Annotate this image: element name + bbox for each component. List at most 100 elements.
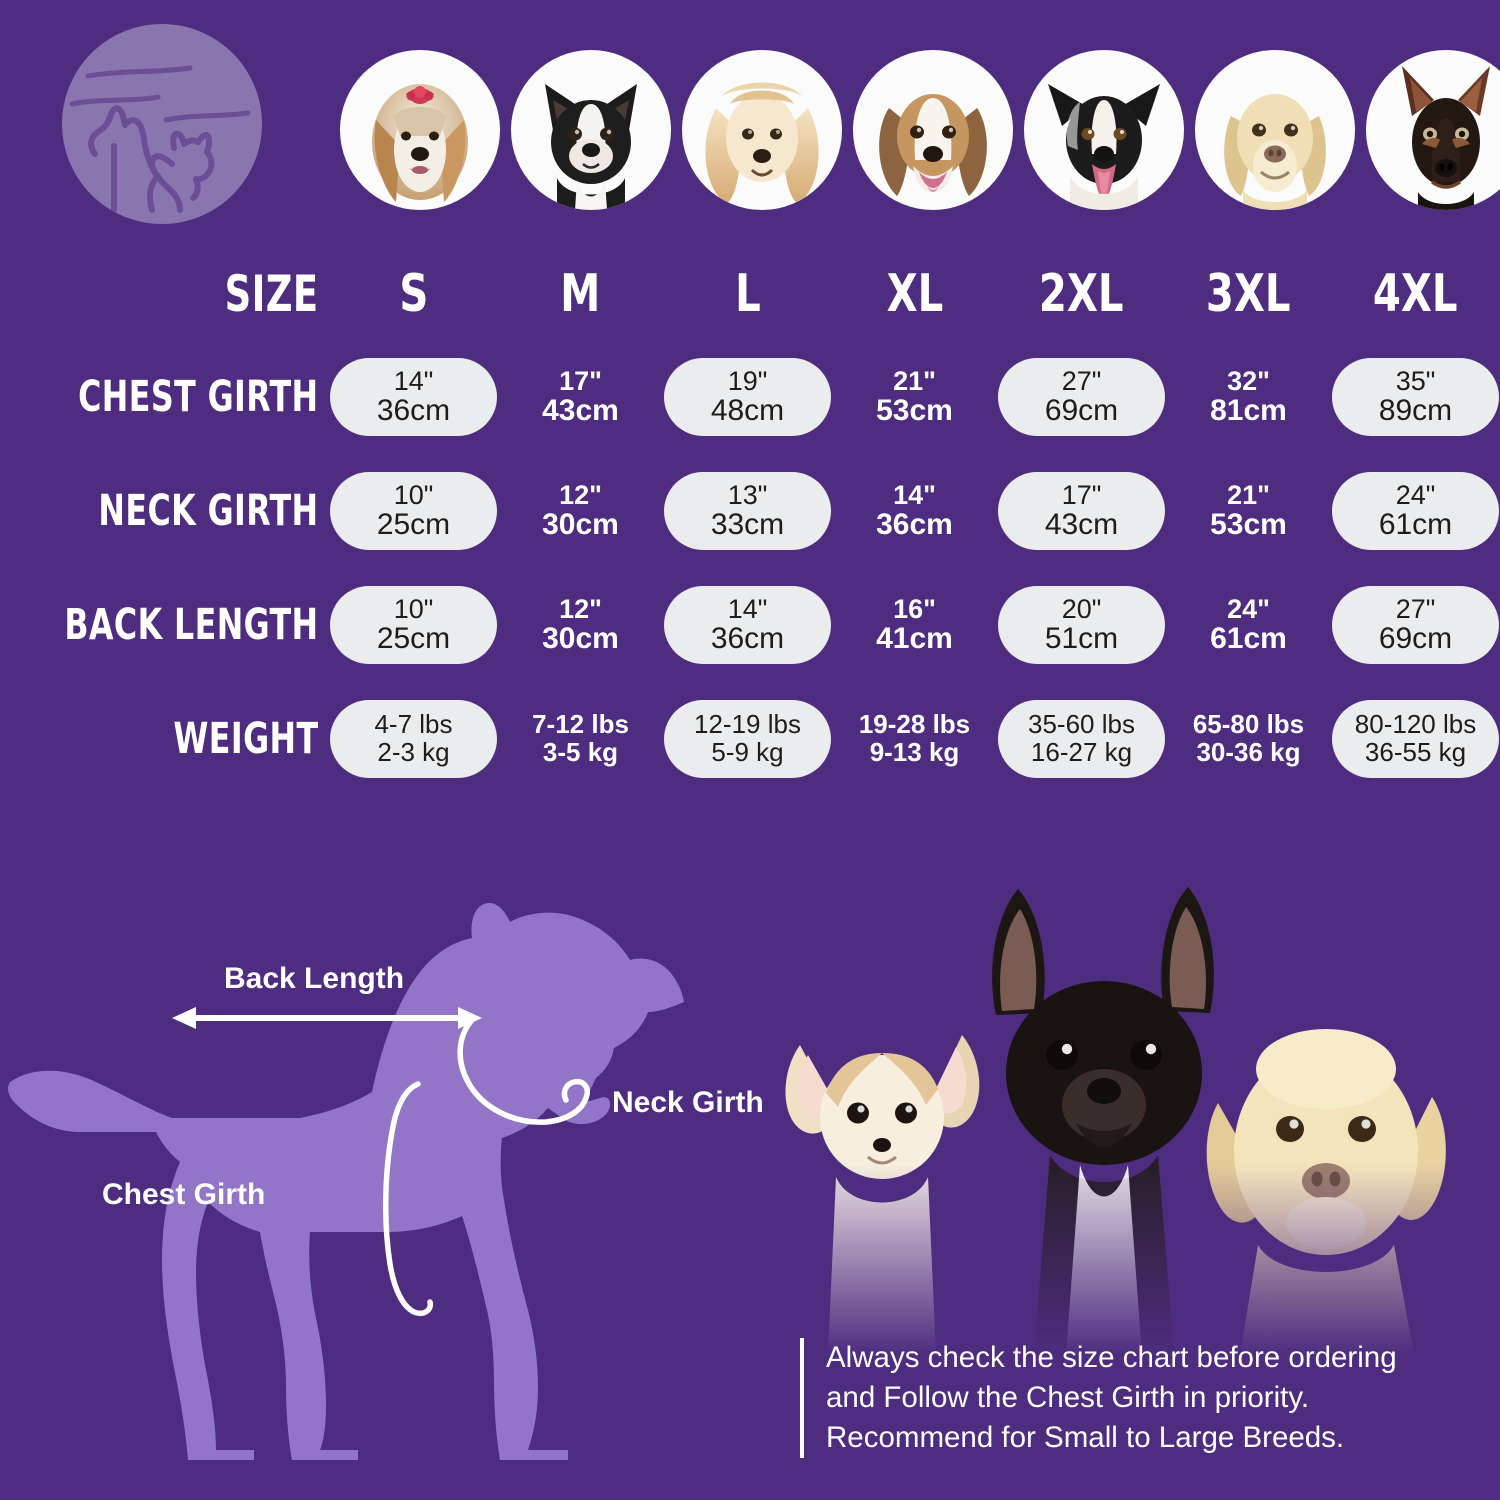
value-plain: 16" 41cm	[831, 586, 998, 664]
dog-side-silhouette-icon	[8, 902, 684, 1460]
value-imperial: 12"	[559, 479, 602, 510]
size-chart-note: Always check the size chart before order…	[800, 1338, 1480, 1459]
column-header-label: 4XL	[1373, 264, 1458, 324]
table-row: WEIGHT 4-7 lbs 2-3 kg 7-12 lbs 3-5 kg 12-1…	[0, 682, 1500, 796]
row-cells: 4-7 lbs 2-3 kg 7-12 lbs 3-5 kg 12-19 lbs 5-…	[330, 700, 1500, 778]
column-header-cell: L	[664, 264, 831, 324]
value-imperial: 35-60 lbs	[1028, 709, 1135, 740]
value-plain: 32" 81cm	[1165, 358, 1332, 436]
table-cell: 24" 61cm	[1165, 586, 1332, 664]
table-cell: 35" 89cm	[1332, 358, 1499, 436]
row-label-weight: WEIGHT	[173, 714, 319, 764]
value-plain: 65-80 lbs 30-36 kg	[1165, 700, 1332, 778]
chest-girth-loop-icon	[383, 1081, 434, 1316]
table-cell: 32" 81cm	[1165, 358, 1332, 436]
column-header-cell: 2XL	[998, 264, 1165, 324]
value-metric: 9-13 kg	[869, 737, 960, 767]
table-cell: 65-80 lbs 30-36 kg	[1165, 700, 1332, 778]
chest-girth-label: Chest Girth	[102, 1178, 265, 1211]
three-dogs-photo-icon	[750, 855, 1500, 1355]
value-metric: 2-3 kg	[377, 737, 450, 767]
table-cell: 10" 25cm	[330, 472, 497, 550]
table-cell: 80-120 lbs 36-55 kg	[1332, 700, 1499, 778]
note-line-3: Recommend for Small to Large Breeds.	[826, 1421, 1345, 1455]
value-metric: 30-36 kg	[1196, 737, 1301, 767]
value-imperial: 14"	[727, 593, 768, 624]
back-length-arrow-icon	[172, 1007, 482, 1029]
value-imperial: 27"	[1061, 365, 1102, 396]
value-imperial: 10"	[393, 479, 434, 510]
cocker-spaniel-portrait-icon	[682, 50, 842, 210]
value-plain: 17" 43cm	[497, 358, 664, 436]
labrador-photo	[1206, 1029, 1446, 1355]
row-label-back-length: BACK LENGTH	[64, 600, 319, 650]
chihuahua-photo	[785, 1035, 980, 1355]
beagle-portrait-icon	[853, 50, 1013, 210]
table-cell: 19" 48cm	[664, 358, 831, 436]
row-header-size: SIZE	[224, 265, 319, 323]
value-metric: 25cm	[376, 508, 451, 542]
value-metric: 41cm	[876, 622, 953, 656]
table-cell: 14" 36cm	[330, 358, 497, 436]
value-imperial: 27"	[1395, 593, 1436, 624]
value-metric: 89cm	[1378, 394, 1453, 428]
size-chart-table: SIZE S M L XL 2XL 3XL 4XL CHEST GIRTH 14…	[0, 248, 1500, 796]
table-header-row: SIZE S M L XL 2XL 3XL 4XL	[0, 248, 1500, 340]
table-cell: 24" 61cm	[1332, 472, 1499, 550]
value-metric: 53cm	[1210, 508, 1287, 542]
value-imperial: 4-7 lbs	[374, 709, 453, 740]
neck-girth-label: Neck Girth	[612, 1086, 764, 1119]
value-pill: 35" 89cm	[1332, 358, 1499, 436]
value-pill: 14" 36cm	[330, 358, 497, 436]
value-imperial: 24"	[1395, 479, 1436, 510]
value-plain: 7-12 lbs 3-5 kg	[497, 700, 664, 778]
table-cell: 17" 43cm	[497, 358, 664, 436]
value-plain: 12" 30cm	[497, 472, 664, 550]
value-pill: 10" 25cm	[330, 472, 497, 550]
row-label-neck-girth: NECK GIRTH	[98, 486, 319, 536]
value-imperial: 7-12 lbs	[532, 709, 629, 740]
table-cell: 27" 69cm	[1332, 586, 1499, 664]
value-metric: 5-9 kg	[711, 737, 784, 767]
header	[0, 0, 1500, 240]
column-header-label: 2XL	[1039, 264, 1124, 324]
value-imperial: 21"	[1227, 479, 1270, 510]
value-imperial: 13"	[727, 479, 768, 510]
table-cell: 21" 53cm	[831, 358, 998, 436]
table-cell: 7-12 lbs 3-5 kg	[497, 700, 664, 778]
value-pill: 24" 61cm	[1332, 472, 1499, 550]
value-imperial: 19-28 lbs	[858, 709, 971, 740]
value-metric: 25cm	[376, 622, 451, 656]
row-cells: 10" 25cm 12" 30cm 14" 36cm 16" 41cm 20" 51cm …	[330, 586, 1500, 664]
value-pill: 35-60 lbs 16-27 kg	[998, 700, 1165, 778]
boston-terrier-portrait-icon	[511, 50, 671, 210]
column-header-label: L	[734, 264, 761, 324]
value-pill: 10" 25cm	[330, 586, 497, 664]
value-metric: 30cm	[542, 508, 619, 542]
table-cell: 20" 51cm	[998, 586, 1165, 664]
value-metric: 48cm	[710, 394, 785, 428]
value-imperial: 20"	[1061, 593, 1102, 624]
table-cell: 13" 33cm	[664, 472, 831, 550]
table-cell: 12" 30cm	[497, 472, 664, 550]
value-pill: 19" 48cm	[664, 358, 831, 436]
value-imperial: 17"	[1061, 479, 1102, 510]
column-header-label: XL	[886, 264, 943, 324]
column-header-cell: XL	[831, 264, 998, 324]
value-pill: 27" 69cm	[1332, 586, 1499, 664]
table-row: BACK LENGTH 10" 25cm 12" 30cm 14" 36cm 16" 4…	[0, 568, 1500, 682]
value-imperial: 21"	[893, 365, 936, 396]
value-metric: 36cm	[876, 508, 953, 542]
value-metric: 53cm	[876, 394, 953, 428]
value-pill: 27" 69cm	[998, 358, 1165, 436]
value-imperial: 35"	[1395, 365, 1436, 396]
value-imperial: 32"	[1227, 365, 1270, 396]
value-plain: 14" 36cm	[831, 472, 998, 550]
breed-portrait-row	[340, 50, 1500, 210]
value-pill: 14" 36cm	[664, 586, 831, 664]
column-header-cell: 3XL	[1165, 264, 1332, 324]
row-cells: 10" 25cm 12" 30cm 13" 33cm 14" 36cm 17" 43cm …	[330, 472, 1500, 550]
value-metric: 36cm	[376, 394, 451, 428]
neck-girth-loop-icon	[457, 1017, 590, 1125]
column-header-label: S	[398, 264, 428, 324]
